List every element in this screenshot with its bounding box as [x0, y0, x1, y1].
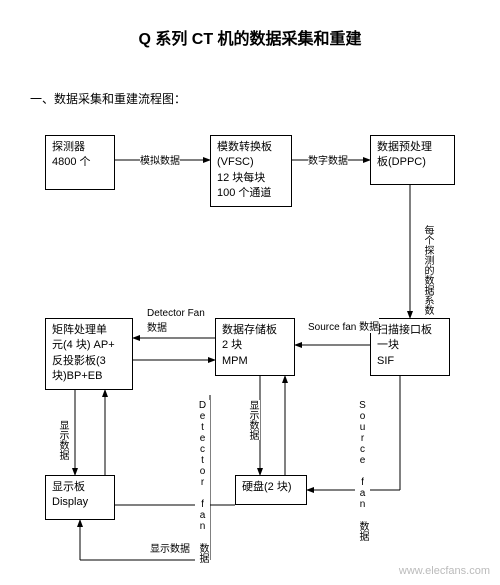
watermark: www.elecfans.com [399, 565, 490, 577]
page-title: Q 系列 CT 机的数据采集和重建 [0, 0, 500, 49]
node-matrix: 矩阵处理单元(4 块) AP+反投影板(3块)BP+EB [45, 318, 133, 390]
edge-label-source_fan2: Source fan 数据 [355, 400, 370, 541]
node-display: 显示板Display [45, 475, 115, 520]
edge-label-detector_fan: Detector Fan 数据 [147, 308, 207, 334]
edge-label-display_data1: 显示数据 [55, 420, 70, 460]
edge-label-digital: 数字数据 [308, 152, 348, 167]
edge-label-source_fan: Source fan 数据 [308, 318, 379, 333]
node-disk: 硬盘(2 块) [235, 475, 307, 505]
node-sif: 扫描接口板一块SIF [370, 318, 450, 376]
edge-label-display_data_bottom: 显示数据 [150, 540, 190, 555]
edge-label-display_data_mid: 显示数据 [245, 400, 260, 440]
node-adc: 模数转换板(VFSC)12 块每块100 个通道 [210, 135, 292, 207]
edge-label-analog: 模拟数据 [140, 152, 180, 167]
edge-label-detector_fan2: Detector fan 数据 [195, 400, 210, 563]
node-detector: 探测器4800 个 [45, 135, 115, 190]
edge-label-per_det: 每个探测的数据系数 [420, 225, 435, 315]
node-dppc: 数据预处理板(DPPC) [370, 135, 455, 185]
section-heading: 一、数据采集和重建流程图： [30, 90, 186, 107]
node-mpm: 数据存储板2 块MPM [215, 318, 295, 376]
